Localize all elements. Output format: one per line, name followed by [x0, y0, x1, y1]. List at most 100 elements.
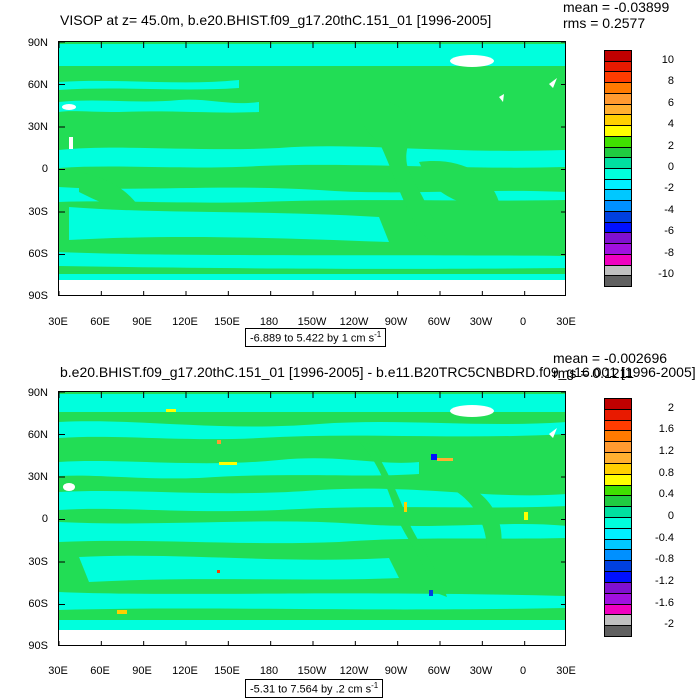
x-tick-label: 30E: [48, 665, 68, 677]
americas-region: [359, 99, 449, 243]
x-tick-label: 60E: [90, 665, 110, 677]
missing-data-band: [59, 280, 565, 295]
x-tick-label: 60E: [90, 316, 110, 328]
southern-ocean-band: [59, 592, 565, 610]
north-band: [59, 421, 565, 440]
x-tick-label: 0: [519, 665, 527, 677]
equatorial-band: [59, 521, 565, 544]
caspian-mask: [63, 483, 75, 491]
y-tick-label: 90S: [28, 640, 48, 652]
caspian-mask: [62, 104, 76, 110]
x-tick-label: 0: [519, 316, 527, 328]
anomaly-speck: [117, 610, 127, 614]
range-text: -6.889 to 5.422 by 1 cm s: [250, 332, 375, 345]
anomaly-speck: [166, 409, 176, 412]
colorbar-tick-label: 10: [661, 53, 674, 66]
mid-lat-band: [59, 458, 419, 479]
rms-stat: rms = 0.1211: [553, 365, 635, 381]
chart-title: b.e20.BHIST.f09_g17.20thC.151_01 [1996-2…: [60, 364, 696, 380]
colorbar: [604, 50, 632, 287]
south-band: [79, 555, 399, 582]
x-tick-label: 90E: [132, 665, 152, 677]
y-tick-label: 90S: [28, 290, 48, 302]
x-tick-label: 30E: [556, 316, 576, 328]
colorbar-tick-label: 8: [667, 75, 674, 88]
range-unit-exponent: -1: [374, 330, 382, 339]
anomaly-speck: [437, 458, 453, 461]
colorbar-tick-label: -2: [664, 182, 674, 195]
y-tick-label: 60S: [28, 598, 48, 610]
y-tick-label: 30S: [28, 556, 48, 568]
colorbar-tick-label: 2: [667, 139, 674, 152]
x-tick-label: 60W: [427, 665, 451, 677]
anomaly-speck: [404, 502, 407, 512]
y-tick-label: 0: [41, 513, 48, 525]
south-band-1: [59, 187, 565, 203]
greenland-mask: [450, 55, 494, 67]
colorbar-tick-label: -4: [664, 203, 674, 216]
antarctic-edge: [59, 620, 565, 630]
colorbar-tick-label: -0.8: [655, 553, 674, 566]
missing-data-band: [59, 630, 565, 645]
colorbar-tick-label: 4: [667, 118, 674, 131]
y-tick-label: 60N: [27, 79, 48, 91]
arctic-band: [59, 394, 565, 412]
chart-title: VISOP at z= 45.0m, b.e20.BHIST.f09_g17.2…: [60, 12, 492, 28]
x-tick-label: 90W: [384, 316, 408, 328]
arctic-band: [59, 44, 565, 66]
colorbar-tick-label: -6: [664, 225, 674, 238]
colorbar-tick-label: 1.6: [658, 423, 674, 436]
colorbar-tick-label: 6: [667, 96, 674, 109]
colorbar: [604, 398, 632, 637]
red-sea-mask: [69, 137, 73, 149]
contour-range-label: -6.889 to 5.422 by 1 cm s-1: [245, 328, 387, 347]
x-tick-label: 30E: [556, 665, 576, 677]
anomaly-speck: [431, 454, 437, 460]
y-tick-label: 30N: [27, 471, 48, 483]
x-tick-label: 120E: [172, 316, 198, 328]
indian-ocean-region: [79, 172, 139, 209]
africa-region: [457, 482, 502, 562]
x-tick-label: 150W: [297, 316, 327, 328]
colorbar-tick-label: 0.4: [658, 488, 674, 501]
north-pacific-band-2: [59, 80, 239, 90]
colorbar-tick-label: 0: [667, 161, 674, 173]
greenland-mask: [450, 405, 494, 417]
map-plot: [58, 391, 566, 646]
map-field: [59, 392, 565, 645]
x-tick-label: 30E: [48, 316, 68, 328]
baltic-mask: [549, 428, 557, 438]
anomaly-speck: [524, 512, 528, 520]
x-tick-label: 150E: [214, 665, 240, 677]
antarctic-edge: [59, 274, 565, 280]
range-unit-exponent: -1: [371, 681, 379, 690]
x-tick-label: 30W: [469, 665, 493, 677]
x-tick-label: 90E: [132, 316, 152, 328]
hudson-mask: [499, 94, 504, 102]
range-text: -5.31 to 7.564 by .2 cm s: [250, 683, 372, 696]
colorbar-tick-label: -1.2: [655, 574, 674, 587]
mean-stat: mean = -0.002696: [553, 350, 668, 366]
x-tick-label: 120E: [172, 665, 198, 677]
mean-stat: mean = -0.03899: [563, 0, 670, 15]
colorbar-tick-label: -10: [658, 268, 674, 281]
anomaly-speck: [219, 462, 237, 465]
x-tick-label: 120W: [339, 316, 369, 328]
tropical-band: [59, 488, 565, 512]
y-tick-label: 30N: [27, 121, 48, 133]
south-pacific-patch: [69, 207, 389, 242]
rms-stat: rms = 0.2577: [563, 15, 646, 31]
colorbar-tick-label: 0: [667, 510, 674, 522]
x-tick-label: 150W: [297, 665, 327, 677]
anomaly-speck: [217, 570, 220, 573]
y-tick-label: 60N: [27, 429, 48, 441]
americas-region: [359, 442, 447, 597]
colorbar-tick-label: -2: [664, 618, 674, 631]
baltic-mask: [549, 78, 557, 88]
atlantic-region: [419, 161, 499, 206]
x-tick-label: 180: [259, 316, 279, 328]
y-tick-label: 90N: [27, 37, 48, 49]
colorbar-tick-label: 2: [667, 401, 674, 414]
map-field: [59, 42, 565, 295]
colorbar-tick-label: -0.4: [655, 531, 674, 544]
